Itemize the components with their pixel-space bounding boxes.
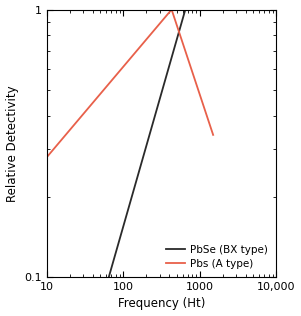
Pbs (A type) [194,81,198,84]
Pbs (A type) [170,8,173,11]
Pbs (A type) [51,149,54,153]
PbSe (BX type) [107,273,111,277]
Pbs (A type) [120,66,124,70]
Pbs (A type) [45,155,48,159]
Pbs (A type) [205,113,208,117]
X-axis label: Frequency (Ht): Frequency (Ht) [118,297,205,310]
Line: PbSe (BX type): PbSe (BX type) [109,0,276,277]
Y-axis label: Relative Detectivity: Relative Detectivity [5,85,19,202]
PbSe (BX type) [107,275,110,279]
Pbs (A type) [96,95,99,99]
Pbs (A type) [211,133,215,137]
Line: Pbs (A type): Pbs (A type) [47,9,213,157]
Pbs (A type) [57,142,60,145]
Legend: PbSe (BX type), Pbs (A type): PbSe (BX type), Pbs (A type) [163,241,271,272]
